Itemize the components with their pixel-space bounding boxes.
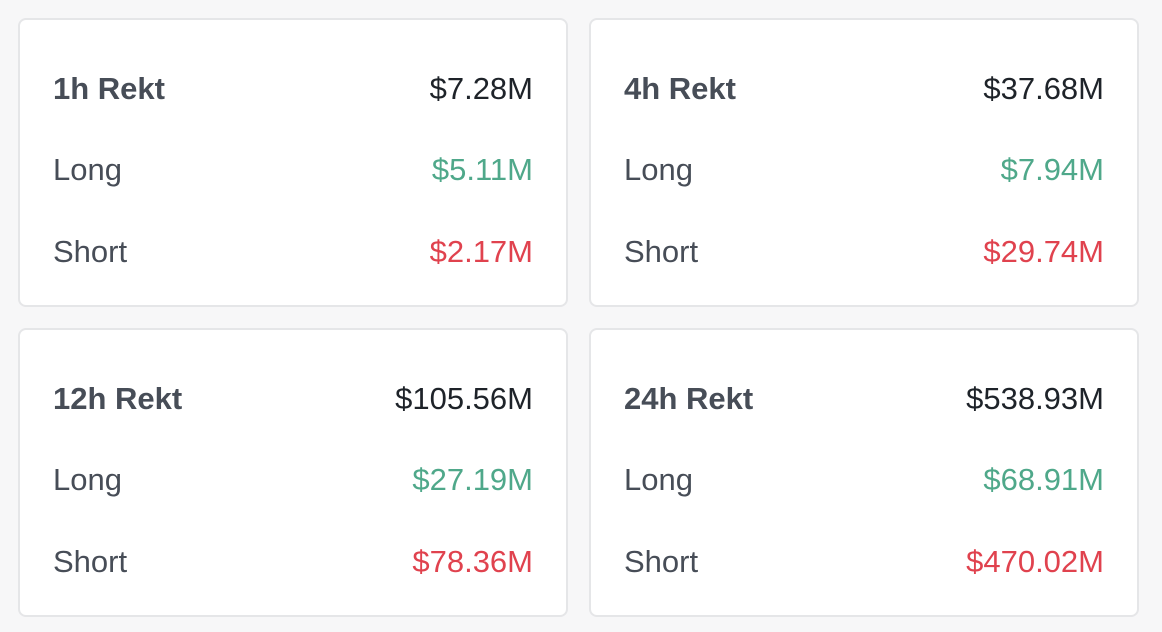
rekt-long-row: Long $27.19M xyxy=(53,460,533,500)
rekt-total-value: $7.28M xyxy=(429,71,533,106)
long-value: $27.19M xyxy=(412,462,533,497)
rekt-card-1h: 1h Rekt $7.28M Long $5.11M Short $2.17M xyxy=(18,18,568,307)
rekt-card-24h: 24h Rekt $538.93M Long $68.91M Short $47… xyxy=(589,328,1139,617)
rekt-period-title: 24h Rekt xyxy=(624,381,754,416)
long-label: Long xyxy=(53,462,122,497)
rekt-short-row: Short $78.36M xyxy=(53,542,533,582)
long-label: Long xyxy=(53,152,122,187)
short-label: Short xyxy=(624,544,699,579)
rekt-total-row: 12h Rekt $105.56M xyxy=(53,379,533,419)
rekt-stats-grid: 1h Rekt $7.28M Long $5.11M Short $2.17M … xyxy=(18,18,1139,617)
short-label: Short xyxy=(53,544,128,579)
rekt-long-row: Long $68.91M xyxy=(624,460,1104,500)
long-label: Long xyxy=(624,462,693,497)
rekt-period-title: 1h Rekt xyxy=(53,71,165,106)
short-label: Short xyxy=(624,234,699,269)
rekt-card-4h: 4h Rekt $37.68M Long $7.94M Short $29.74… xyxy=(589,18,1139,307)
rekt-short-row: Short $29.74M xyxy=(624,232,1104,272)
rekt-total-value: $37.68M xyxy=(983,71,1104,106)
long-value: $68.91M xyxy=(983,462,1104,497)
rekt-long-row: Long $7.94M xyxy=(624,150,1104,190)
long-value: $7.94M xyxy=(1000,152,1104,187)
rekt-total-value: $538.93M xyxy=(966,381,1104,416)
rekt-period-title: 12h Rekt xyxy=(53,381,183,416)
rekt-period-title: 4h Rekt xyxy=(624,71,736,106)
rekt-card-12h: 12h Rekt $105.56M Long $27.19M Short $78… xyxy=(18,328,568,617)
short-value: $78.36M xyxy=(412,544,533,579)
short-label: Short xyxy=(53,234,128,269)
short-value: $29.74M xyxy=(983,234,1104,269)
rekt-long-row: Long $5.11M xyxy=(53,150,533,190)
rekt-total-value: $105.56M xyxy=(395,381,533,416)
rekt-total-row: 4h Rekt $37.68M xyxy=(624,69,1104,109)
short-value: $2.17M xyxy=(429,234,533,269)
long-label: Long xyxy=(624,152,693,187)
rekt-short-row: Short $2.17M xyxy=(53,232,533,272)
short-value: $470.02M xyxy=(966,544,1104,579)
rekt-total-row: 24h Rekt $538.93M xyxy=(624,379,1104,419)
long-value: $5.11M xyxy=(431,152,533,187)
rekt-short-row: Short $470.02M xyxy=(624,542,1104,582)
rekt-total-row: 1h Rekt $7.28M xyxy=(53,69,533,109)
